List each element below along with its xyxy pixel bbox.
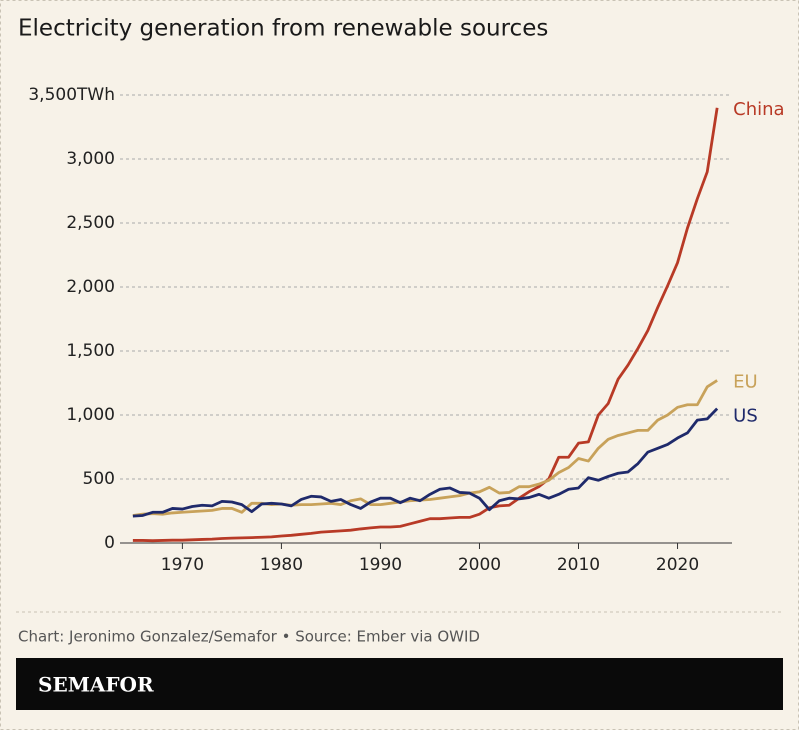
series-label: US xyxy=(733,406,758,427)
chart-title: Electricity generation from renewable so… xyxy=(18,16,548,42)
x-tick-label: 1990 xyxy=(359,555,402,575)
y-tick-label: 1,500 xyxy=(66,341,115,361)
x-tick-label: 2010 xyxy=(557,555,600,575)
y-tick-label: 3,000 xyxy=(66,149,115,169)
brand-bar xyxy=(16,658,783,710)
x-tick-label: 2020 xyxy=(656,555,699,575)
series-line xyxy=(132,379,718,517)
x-tick-label: 1970 xyxy=(161,555,204,575)
y-tick-label: 2,500 xyxy=(66,213,115,233)
y-tick-label: 1,000 xyxy=(66,405,115,425)
y-tick-label: 2,000 xyxy=(66,277,115,297)
source-note: Chart: Jeronimo Gonzalez/Semafor • Sourc… xyxy=(18,628,480,646)
series-line xyxy=(132,407,719,518)
x-tick-label: 1980 xyxy=(260,555,303,575)
y-tick-label: 0 xyxy=(104,533,115,553)
y-tick-label: 500 xyxy=(83,469,115,489)
series-line xyxy=(132,107,719,543)
series-label: EU xyxy=(733,371,758,392)
y-tick-label: 3,500TWh xyxy=(28,85,115,105)
brand: SEMAFOR xyxy=(38,673,154,697)
x-tick-label: 2000 xyxy=(458,555,501,575)
series-label: China xyxy=(733,99,784,120)
